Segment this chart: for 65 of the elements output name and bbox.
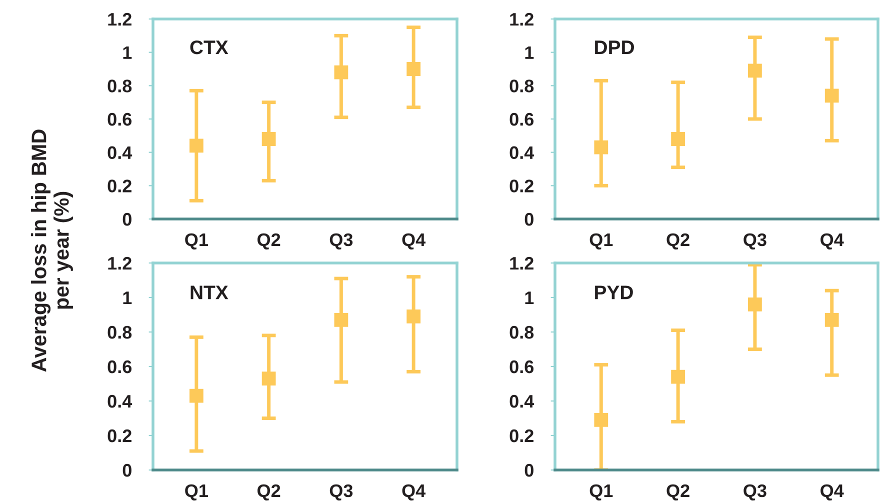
- point: [189, 138, 204, 153]
- y-tick-label: 1.2: [510, 12, 534, 26]
- text: PYD: [595, 286, 633, 300]
- y-tick-label: 1: [123, 292, 132, 304]
- y-tick-label: 0: [524, 212, 534, 226]
- point: [262, 132, 276, 146]
- y-tick-label: 0.6: [510, 360, 534, 374]
- y-tick-label: 0.6: [108, 112, 132, 126]
- y-tick-label: 0.4: [108, 394, 132, 408]
- x-tick-label: Q4: [402, 233, 426, 250]
- point: [824, 312, 839, 327]
- text: DPD: [595, 40, 634, 54]
- point: [824, 88, 839, 103]
- y-tick-label: 0.4: [108, 146, 132, 160]
- y-tick-label: 1: [123, 46, 132, 59]
- x-tick-label: Q1: [590, 233, 613, 250]
- x-tick-label: Q4: [820, 484, 844, 501]
- y-tick-label: 0.2: [510, 180, 534, 192]
- x-tick-label: Q1: [185, 484, 208, 501]
- point: [671, 370, 685, 384]
- x-tick-label: Q3: [744, 233, 766, 250]
- x-tick-label: Q3: [330, 233, 353, 250]
- y-tick-label: 0.8: [108, 326, 132, 339]
- x-tick-label: Q2: [258, 233, 280, 250]
- y-tick-label: 0.2: [108, 180, 132, 192]
- point: [262, 372, 276, 386]
- y-tick-label: 0: [122, 212, 132, 226]
- text: CTX: [190, 40, 228, 54]
- y-tick-label: 0.4: [510, 146, 534, 160]
- y-axis-title: Average loss in hip BMD per year (%): [31, 130, 73, 372]
- x-tick-label: Q4: [820, 233, 844, 250]
- y-tick-label: 0: [122, 464, 132, 477]
- x-tick-label: Q2: [666, 484, 690, 501]
- y-tick-label: 1.2: [108, 12, 132, 26]
- y-tick-label: 0.6: [108, 360, 132, 374]
- point: [748, 297, 762, 312]
- point: [594, 413, 608, 427]
- y-tick-label: 0.4: [510, 394, 534, 408]
- x-tick-label: Q3: [744, 484, 766, 501]
- point: [748, 64, 762, 78]
- x-tick-label: Q2: [666, 233, 690, 250]
- x-tick-label: Q3: [330, 484, 353, 501]
- y-tick-label: 0.8: [510, 80, 534, 92]
- point: [189, 388, 204, 403]
- y-tick-label: 0.2: [510, 429, 534, 442]
- y-tick-label: 1.2: [510, 256, 534, 270]
- y-tick-label: 1: [525, 292, 534, 304]
- y-tick-label: 0.6: [510, 112, 534, 126]
- point: [406, 310, 421, 324]
- x-tick-label: Q4: [402, 484, 426, 501]
- point: [334, 312, 348, 327]
- y-tick-label: 1: [525, 46, 534, 59]
- y-tick-label: 0: [524, 464, 534, 477]
- y-tick-label: 0.2: [108, 429, 132, 442]
- point: [334, 65, 348, 80]
- x-tick-label: Q1: [590, 484, 613, 501]
- point: [594, 140, 608, 154]
- y-tick-label: 0.8: [510, 326, 534, 339]
- point: [671, 132, 685, 146]
- y-tick-label: 0.8: [108, 80, 132, 92]
- x-tick-label: Q1: [185, 233, 208, 250]
- point: [406, 62, 421, 76]
- y-tick-label: 1.2: [108, 256, 132, 270]
- x-tick-label: Q2: [258, 484, 280, 501]
- text: NTX: [190, 286, 228, 300]
